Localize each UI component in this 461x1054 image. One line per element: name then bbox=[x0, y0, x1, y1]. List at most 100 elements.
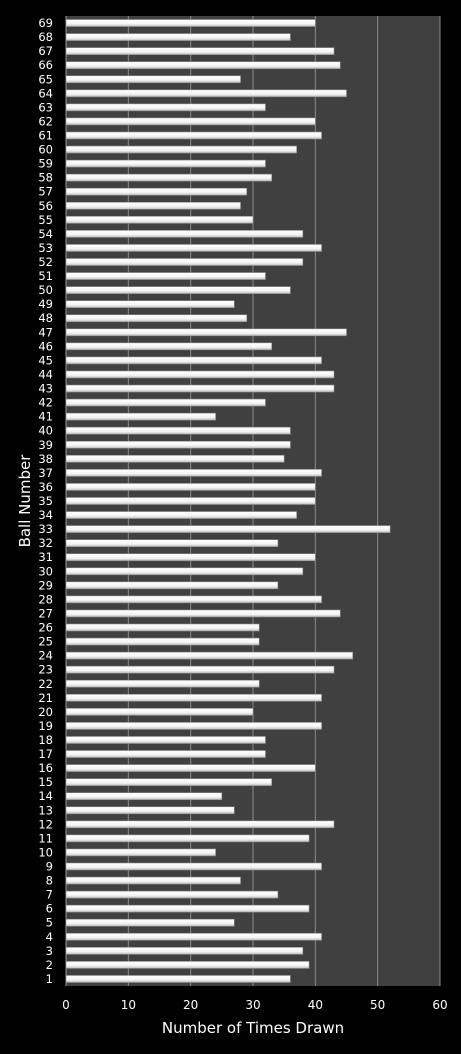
y-tick-label: 33 bbox=[38, 522, 53, 536]
bar-ball-19 bbox=[65, 722, 322, 730]
bar-ball-17 bbox=[65, 750, 266, 758]
bar-ball-66 bbox=[65, 61, 341, 70]
bar-ball-15 bbox=[65, 778, 272, 786]
y-tick-label: 38 bbox=[38, 452, 53, 466]
bar-ball-47 bbox=[65, 328, 347, 337]
y-tick-label: 11 bbox=[38, 831, 53, 845]
y-tick-label: 2 bbox=[46, 958, 53, 972]
y-tick-label: 46 bbox=[38, 339, 53, 353]
bar-ball-62 bbox=[65, 117, 316, 126]
bar-ball-23 bbox=[65, 665, 335, 674]
x-tick-label: 20 bbox=[183, 998, 198, 1012]
bar-ball-34 bbox=[65, 511, 297, 519]
bar-ball-49 bbox=[65, 300, 235, 309]
bar-ball-1 bbox=[65, 975, 291, 983]
y-tick-label: 51 bbox=[38, 269, 53, 283]
bar-ball-35 bbox=[65, 497, 316, 505]
y-tick-label: 15 bbox=[38, 775, 53, 789]
bar-ball-31 bbox=[65, 553, 316, 562]
bar-ball-5 bbox=[65, 918, 235, 927]
y-tick-label: 39 bbox=[38, 438, 53, 452]
y-tick-label: 66 bbox=[38, 58, 53, 72]
bar-ball-40 bbox=[65, 426, 291, 435]
bar-ball-38 bbox=[65, 455, 285, 463]
y-tick-label: 37 bbox=[38, 466, 53, 480]
bar-ball-53 bbox=[65, 244, 322, 252]
y-tick-label: 20 bbox=[38, 705, 53, 719]
bar-ball-33 bbox=[65, 525, 391, 533]
y-tick-label: 54 bbox=[38, 227, 53, 241]
bar-ball-42 bbox=[65, 398, 266, 407]
y-tick-label: 36 bbox=[38, 480, 53, 494]
y-axis-label: Ball Number bbox=[16, 454, 34, 548]
y-tick-label: 52 bbox=[38, 255, 53, 269]
bar-ball-30 bbox=[65, 567, 304, 576]
bar-ball-11 bbox=[65, 834, 310, 843]
y-tick-label: 18 bbox=[38, 733, 53, 747]
y-tick-labels: 1234567891011121314151617181920212223242… bbox=[38, 16, 53, 986]
bar-ball-52 bbox=[65, 258, 304, 266]
bar-ball-59 bbox=[65, 159, 266, 168]
y-tick-label: 4 bbox=[46, 930, 53, 944]
bar-ball-24 bbox=[65, 651, 354, 660]
y-tick-label: 61 bbox=[38, 128, 53, 142]
bar-ball-22 bbox=[65, 679, 260, 688]
y-tick-label: 7 bbox=[46, 888, 53, 902]
bar-ball-36 bbox=[65, 483, 316, 491]
bar-ball-28 bbox=[65, 595, 322, 604]
bar-ball-55 bbox=[65, 216, 254, 224]
bar-ball-9 bbox=[65, 862, 322, 871]
y-tick-label: 64 bbox=[38, 86, 53, 100]
y-tick-label: 53 bbox=[38, 241, 53, 255]
y-tick-label: 67 bbox=[38, 44, 53, 58]
bar-ball-46 bbox=[65, 342, 272, 351]
y-tick-label: 21 bbox=[38, 691, 53, 705]
bar-ball-45 bbox=[65, 356, 322, 365]
bar-ball-14 bbox=[65, 792, 223, 801]
bar-ball-16 bbox=[65, 764, 316, 772]
y-tick-label: 29 bbox=[38, 578, 53, 592]
bar-ball-50 bbox=[65, 286, 291, 294]
bar-ball-8 bbox=[65, 876, 241, 885]
bar-ball-6 bbox=[65, 904, 310, 913]
bar-ball-60 bbox=[65, 145, 297, 154]
y-tick-label: 57 bbox=[38, 185, 53, 199]
y-tick-label: 6 bbox=[46, 902, 53, 916]
bar-ball-65 bbox=[65, 75, 241, 84]
bar-ball-2 bbox=[65, 961, 310, 969]
y-tick-label: 32 bbox=[38, 536, 53, 550]
bar-ball-32 bbox=[65, 539, 279, 547]
y-tick-label: 16 bbox=[38, 761, 53, 775]
y-tick-label: 19 bbox=[38, 719, 53, 733]
y-tick-label: 12 bbox=[38, 817, 53, 831]
y-tick-label: 63 bbox=[38, 100, 53, 114]
y-tick-label: 31 bbox=[38, 550, 53, 564]
x-tick-label: 0 bbox=[62, 998, 70, 1012]
y-tick-label: 3 bbox=[46, 944, 53, 958]
y-tick-label: 5 bbox=[46, 916, 53, 930]
bar-ball-57 bbox=[65, 187, 248, 196]
y-tick-label: 41 bbox=[38, 410, 53, 424]
y-tick-label: 10 bbox=[38, 845, 53, 859]
y-tick-label: 58 bbox=[38, 171, 53, 185]
y-tick-label: 60 bbox=[38, 143, 53, 157]
y-tick-label: 17 bbox=[38, 747, 53, 761]
bar-ball-39 bbox=[65, 440, 291, 449]
bar-ball-61 bbox=[65, 131, 322, 140]
bar-ball-37 bbox=[65, 469, 322, 477]
y-tick-label: 55 bbox=[38, 213, 53, 227]
bar-ball-67 bbox=[65, 47, 335, 55]
y-tick-label: 28 bbox=[38, 592, 53, 606]
bar-ball-29 bbox=[65, 581, 279, 590]
bar-ball-69 bbox=[65, 19, 316, 27]
y-tick-label: 65 bbox=[38, 72, 53, 86]
y-tick-label: 24 bbox=[38, 649, 53, 663]
bar-ball-43 bbox=[65, 384, 335, 393]
y-tick-label: 13 bbox=[38, 803, 53, 817]
bar-ball-12 bbox=[65, 820, 335, 829]
bar-ball-20 bbox=[65, 708, 254, 716]
x-tick-label: 40 bbox=[308, 998, 323, 1012]
bar-ball-4 bbox=[65, 932, 322, 941]
y-tick-label: 68 bbox=[38, 30, 53, 44]
